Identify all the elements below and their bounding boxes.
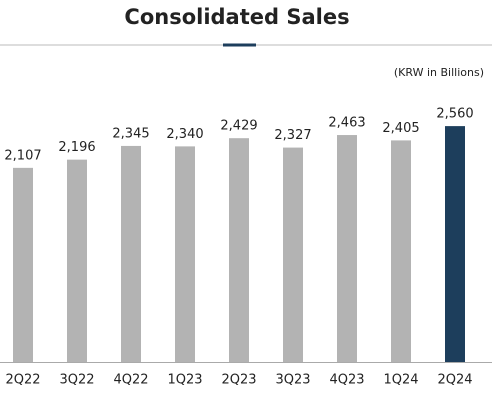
bar xyxy=(121,145,141,362)
value-label: 2,463 xyxy=(328,116,365,131)
x-tick-label: 3Q22 xyxy=(59,373,94,388)
value-label: 2,327 xyxy=(274,128,311,143)
value-label: 2,429 xyxy=(220,119,257,134)
chart-title: Consolidated Sales xyxy=(124,5,349,29)
x-tick-label: 2Q24 xyxy=(437,373,472,388)
value-label: 2,196 xyxy=(58,140,95,155)
bar xyxy=(13,167,33,362)
bar xyxy=(67,159,87,362)
x-tick-label: 1Q23 xyxy=(167,373,202,388)
value-label: 2,340 xyxy=(166,127,203,142)
bar xyxy=(283,147,303,362)
value-label: 2,405 xyxy=(382,121,419,136)
value-label: 2,345 xyxy=(112,126,149,141)
x-tick-label: 4Q23 xyxy=(329,373,364,388)
bar xyxy=(229,138,249,362)
x-tick-label: 2Q22 xyxy=(5,373,40,388)
bar xyxy=(445,126,465,362)
x-tick-label: 3Q23 xyxy=(275,373,310,388)
value-label: 2,107 xyxy=(4,148,41,163)
unit-note: (KRW in Billions) xyxy=(394,66,484,79)
x-tick-label: 2Q23 xyxy=(221,373,256,388)
bar xyxy=(337,135,357,362)
bar xyxy=(391,140,411,362)
bar xyxy=(175,146,195,362)
x-tick-label: 1Q24 xyxy=(383,373,418,388)
x-tick-label: 4Q22 xyxy=(113,373,148,388)
value-label: 2,560 xyxy=(436,107,473,122)
